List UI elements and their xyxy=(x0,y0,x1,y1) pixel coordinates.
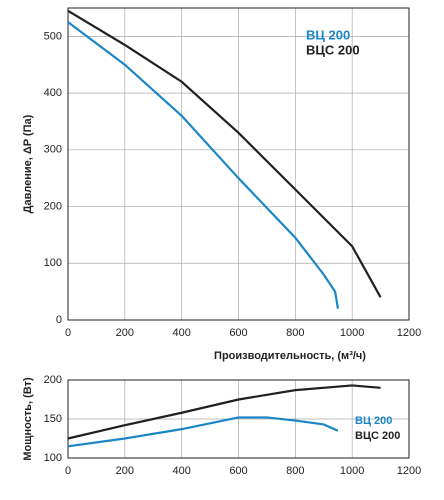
x-tick-label: 1000 xyxy=(340,327,364,339)
x-tick-label: 800 xyxy=(286,465,304,477)
line xyxy=(67,416,339,448)
legend-entry: ВЦС 200 xyxy=(306,42,360,57)
x-tick-label: 400 xyxy=(172,465,190,477)
y-tick-label: 150 xyxy=(44,413,62,425)
plot-frame xyxy=(67,379,410,459)
y-tick-label: 500 xyxy=(44,30,62,42)
y-tick-label: 100 xyxy=(44,257,62,269)
x-tick-label: 800 xyxy=(286,327,304,339)
y-tick-label: 200 xyxy=(44,374,62,386)
y-axis-label: Мощность, (Вт) xyxy=(22,377,34,461)
x-axis-label: Производительность, (м³/ч) xyxy=(214,350,366,362)
legend-entry: ВЦ 200 xyxy=(306,27,350,42)
x-tick-label: 0 xyxy=(65,327,71,339)
legend-entry: ВЦС 200 xyxy=(355,430,400,442)
x-tick-label: 400 xyxy=(172,327,190,339)
x-tick-label: 1200 xyxy=(397,327,421,339)
y-axis-label: Давление, ΔP (Па) xyxy=(22,114,34,213)
y-tick-label: 100 xyxy=(44,452,62,464)
y-tick-label: 0 xyxy=(56,314,62,326)
plot-frame xyxy=(67,7,410,321)
line xyxy=(67,9,382,298)
y-tick-label: 200 xyxy=(44,200,62,212)
x-tick-label: 1200 xyxy=(397,465,421,477)
x-tick-label: 600 xyxy=(229,465,247,477)
y-tick-label: 300 xyxy=(44,144,62,156)
x-tick-label: 200 xyxy=(116,465,134,477)
line xyxy=(67,384,381,440)
x-tick-label: 1000 xyxy=(340,465,364,477)
x-tick-label: 200 xyxy=(116,327,134,339)
x-tick-label: 600 xyxy=(229,327,247,339)
line xyxy=(67,21,340,309)
y-tick-label: 400 xyxy=(44,87,62,99)
legend-entry: ВЦ 200 xyxy=(355,415,392,427)
x-tick-label: 0 xyxy=(65,465,71,477)
